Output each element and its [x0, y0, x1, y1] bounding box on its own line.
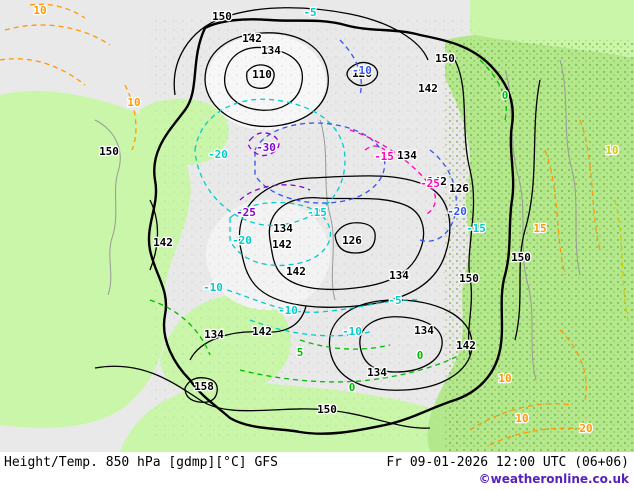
temp-contour-label: -10: [342, 325, 362, 338]
temp-contours: [0, 3, 629, 446]
temp-contour-label: -10: [352, 64, 372, 77]
height-contour-label: 110: [252, 68, 272, 81]
coastlines: [94, 59, 581, 381]
height-contour-label: 142: [252, 325, 272, 338]
temp-contour-label: -15: [374, 150, 394, 163]
temp-contour-label: -20: [208, 148, 228, 161]
caption-datetime: Fr 09-01-2026 12:00 UTC (06+06): [386, 455, 629, 470]
height-contour-label: 126: [342, 234, 362, 247]
height-contour-label: 142: [242, 32, 262, 45]
temp-contour-label: -25: [236, 206, 256, 219]
height-contour-label: 142: [286, 265, 306, 278]
temp-contour-label: -30: [256, 141, 276, 154]
temp-contour-label: 10: [127, 96, 140, 109]
green-area-left: [0, 90, 191, 428]
temp-contours-blue: [254, 39, 457, 242]
temp-contour-label: -25: [420, 177, 440, 190]
terrain-green-areas: [0, 0, 634, 452]
height-contour-label: 134: [414, 324, 434, 337]
height-contour-label: 150: [459, 272, 479, 285]
temp-contour-label: -5: [388, 294, 401, 307]
height-contour-label: 134: [389, 269, 409, 282]
texture-center: [150, 20, 480, 440]
temp-contour-label: 10: [515, 412, 528, 425]
height-contour-label: 134: [261, 44, 281, 57]
height-contour-label: 150: [99, 145, 119, 158]
temp-contour-label: -5: [303, 6, 316, 19]
height-contour-label: 134: [273, 222, 293, 235]
temp-contour-label: 10: [498, 372, 511, 385]
height-contour-label: 126: [449, 182, 469, 195]
temp-contours-green: [149, 59, 507, 383]
temp-contours-cyan: [194, 98, 421, 337]
temp-contours-magenta: [349, 129, 437, 216]
temp-contour-label: 5: [297, 346, 304, 359]
height-contour-label: 126: [352, 67, 372, 80]
temp-contour-label: 10: [605, 144, 618, 157]
temp-contours-orange: [0, 3, 601, 446]
height-contour-label: 150: [511, 251, 531, 264]
temp-contour-label: -15: [466, 222, 486, 235]
height-contour-label: 158: [194, 380, 214, 393]
height-contour-bold: [147, 18, 515, 435]
temp-contour-label: 0: [349, 381, 356, 394]
caption-parameter: Height/Temp. 850 hPa [gdmp][°C] GFS: [4, 455, 278, 470]
temp-contour-label: 0: [502, 89, 509, 102]
height-contour-label: 142: [427, 175, 447, 188]
temp-labels: 10 10 -5 -10 -20 -30 -25 -20 -15 -15 -25 -20 -15 -10 -…: [32, 3, 620, 437]
temp-contour-label: -20: [447, 205, 467, 218]
height-contour-label: 134: [397, 149, 417, 162]
temp-contour-label: 20: [579, 422, 592, 435]
temp-contours-yellow: [614, 199, 629, 321]
height-contour-label: 134: [367, 366, 387, 379]
height-contour-label: 142: [418, 82, 438, 95]
height-contour-label: 142: [456, 339, 476, 352]
temp-contour-label: 15: [533, 222, 546, 235]
weather-map: 150 142 134 110 126 150 142 150 142 134 142 126 134 1…: [0, 0, 634, 452]
temp-contours-purple: [239, 132, 311, 201]
copyright-link[interactable]: ©weatheronline.co.uk: [478, 472, 629, 486]
temp-contour-label: 10: [33, 4, 46, 17]
height-contour-label: 142: [272, 238, 292, 251]
height-contours: [94, 7, 541, 435]
height-contour-label: 150: [435, 52, 455, 65]
height-contour-label: 142: [153, 236, 173, 249]
height-contour-label: 150: [317, 403, 337, 416]
temp-contour-label: -20: [232, 234, 252, 247]
temp-contour-label: -10: [203, 281, 223, 294]
temp-contour-label: -10: [278, 304, 298, 317]
height-contour-label: 134: [204, 328, 224, 341]
height-contour-label: 150: [212, 10, 232, 23]
temp-contour-label: -15: [307, 206, 327, 219]
caption-bar: Height/Temp. 850 hPa [gdmp][°C] GFS Fr 0…: [0, 452, 634, 490]
temp-contour-label: 0: [417, 349, 424, 362]
